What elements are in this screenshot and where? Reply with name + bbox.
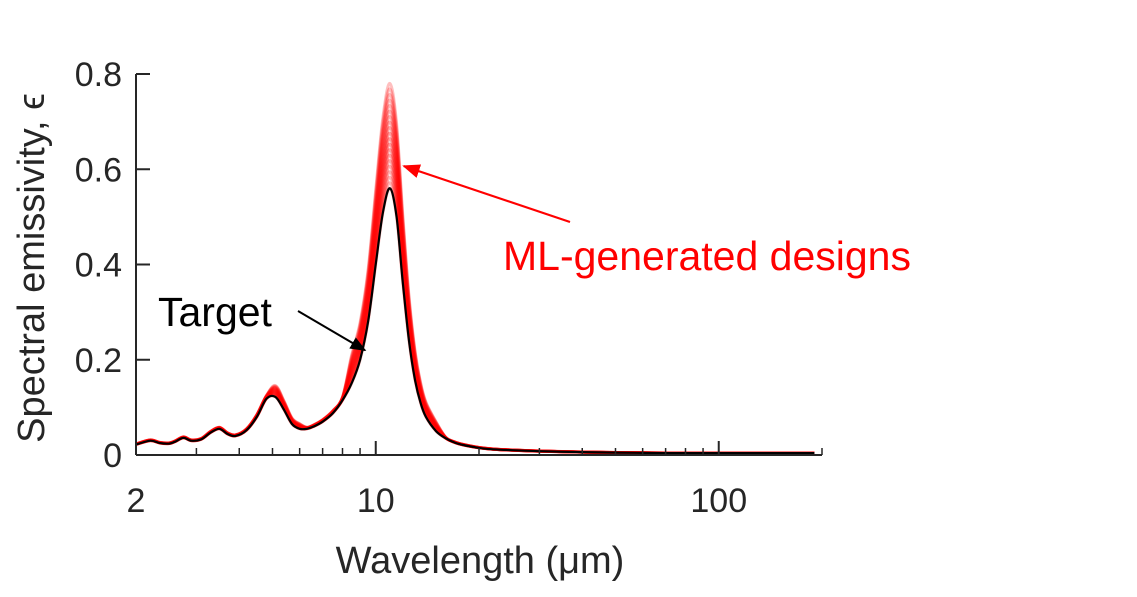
designs-arrow — [402, 164, 571, 224]
y-tick-label: 0.2 — [75, 342, 122, 380]
designs-annotation: ML-generated designs — [503, 233, 911, 279]
design-curve — [135, 115, 815, 455]
design-curve — [135, 120, 815, 455]
x-tick-label: 100 — [690, 482, 747, 520]
target-curve-group — [135, 187, 815, 455]
design-curve — [135, 109, 815, 455]
design-curve — [135, 104, 815, 455]
x-tick-label: 2 — [127, 482, 146, 520]
target-curve — [135, 187, 815, 455]
x-axis-label: Wavelength (μm) — [336, 540, 625, 582]
y-tick-label: 0.8 — [75, 56, 122, 94]
x-tick-label: 10 — [357, 482, 395, 520]
annotations: Target ML-generated designs — [158, 164, 911, 352]
target-annotation: Target — [158, 289, 273, 335]
y-tick-label: 0 — [103, 437, 122, 475]
y-axis-label: Spectral emissivity, ϵ — [11, 93, 53, 443]
ticks: 0 0.2 0.4 0.6 0.8 2 10 100 — [75, 56, 823, 520]
target-arrow — [297, 310, 367, 352]
y-tick-label: 0.4 — [75, 247, 122, 285]
y-tick-label: 0.6 — [75, 151, 122, 189]
